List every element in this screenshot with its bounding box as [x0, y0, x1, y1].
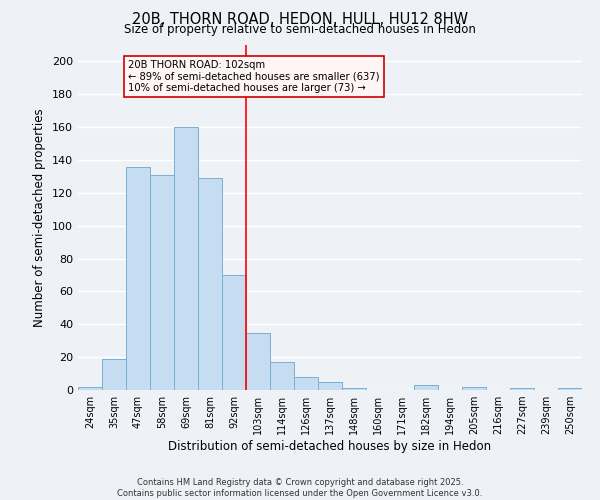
- Y-axis label: Number of semi-detached properties: Number of semi-detached properties: [34, 108, 46, 327]
- X-axis label: Distribution of semi-detached houses by size in Hedon: Distribution of semi-detached houses by …: [169, 440, 491, 453]
- Text: Contains HM Land Registry data © Crown copyright and database right 2025.
Contai: Contains HM Land Registry data © Crown c…: [118, 478, 482, 498]
- Bar: [294, 377, 318, 390]
- Bar: [78, 386, 102, 390]
- Bar: [270, 362, 294, 390]
- Bar: [126, 166, 150, 390]
- Bar: [102, 359, 126, 390]
- Bar: [318, 382, 342, 390]
- Bar: [174, 127, 198, 390]
- Bar: [198, 178, 222, 390]
- Bar: [246, 332, 270, 390]
- Bar: [510, 388, 534, 390]
- Text: 20B, THORN ROAD, HEDON, HULL, HU12 8HW: 20B, THORN ROAD, HEDON, HULL, HU12 8HW: [132, 12, 468, 28]
- Bar: [342, 388, 366, 390]
- Text: Size of property relative to semi-detached houses in Hedon: Size of property relative to semi-detach…: [124, 22, 476, 36]
- Bar: [558, 388, 582, 390]
- Text: 20B THORN ROAD: 102sqm
← 89% of semi-detached houses are smaller (637)
10% of se: 20B THORN ROAD: 102sqm ← 89% of semi-det…: [128, 60, 380, 93]
- Bar: [462, 386, 486, 390]
- Bar: [414, 385, 438, 390]
- Bar: [150, 175, 174, 390]
- Bar: [222, 275, 246, 390]
